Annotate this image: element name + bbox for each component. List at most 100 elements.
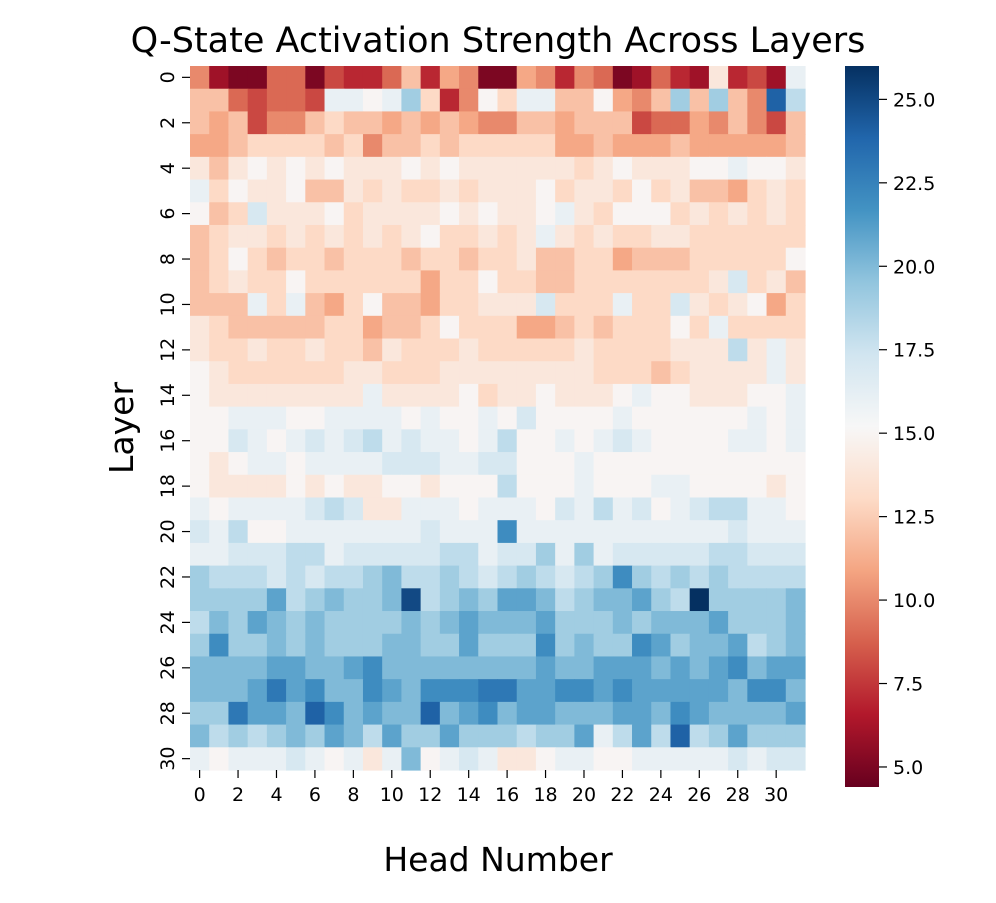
heatmap-cell [785,520,806,544]
y-axis-label: Layer [102,382,141,474]
heatmap-cell [708,361,729,385]
heatmap-cell [362,701,383,726]
heatmap-cell [708,724,729,748]
heatmap-cell [266,452,287,476]
heatmap-cell [286,633,306,658]
heatmap-cell [574,747,595,771]
heatmap-cell [747,406,768,430]
heatmap-cell [574,701,595,726]
heatmap-cell [612,202,633,226]
heatmap-cell [785,542,806,567]
heatmap-cell [420,293,441,317]
heatmap-cell [362,406,383,430]
heatmap-cell [497,747,518,771]
heatmap-cell [612,111,633,135]
heatmap-cell [439,497,460,521]
heatmap-cell [574,179,595,203]
heatmap-cell [190,679,210,703]
heatmap-cell [535,315,556,340]
heatmap-cell [728,656,748,680]
heatmap-cell [324,542,345,567]
heatmap-cell [266,66,287,90]
heatmap-cell [190,293,210,317]
heatmap-cell [497,406,518,430]
heatmap-cell [478,338,499,362]
heatmap-cell [689,111,710,135]
heatmap-cell [420,406,441,430]
heatmap-cell [247,565,268,589]
heatmap-cell [324,338,345,362]
heatmap-cell [593,247,614,271]
heatmap-cell [632,497,652,521]
heatmap-cell [785,224,806,249]
heatmap-cell [535,520,556,544]
heatmap-cell [516,315,537,340]
y-tick-label: 24 [157,610,179,634]
heatmap-cell [209,497,230,521]
heatmap-cell [324,429,345,453]
heatmap-cell [497,383,518,408]
heatmap-cell [612,66,633,90]
heatmap-cell [266,202,287,226]
heatmap-cell [651,474,672,499]
heatmap-cell [401,111,422,135]
heatmap-cell [728,747,748,771]
heatmap-cell [728,474,748,499]
heatmap-cell [574,588,595,612]
heatmap-cell [497,179,518,203]
heatmap-cell [497,315,518,340]
heatmap-cell [612,383,633,408]
heatmap-cell [497,247,518,271]
heatmap-cell [439,724,460,748]
heatmap-cell [555,701,575,726]
x-axis-label: Head Number [383,840,613,879]
heatmap-cell [228,497,249,521]
heatmap-cell [343,633,364,658]
heatmap-cell [708,520,729,544]
y-tick-label: 12 [157,338,179,362]
heatmap-cell [555,679,575,703]
heatmap-cell [651,611,672,635]
heatmap-cell [728,452,748,476]
heatmap-cell [439,270,460,294]
heatmap-cell [478,633,499,658]
heatmap-cell [324,383,345,408]
x-tick-label: 30 [764,784,788,806]
heatmap-cell [766,338,787,362]
heatmap-cell [324,747,345,771]
heatmap-cell [689,293,710,317]
heatmap-cell [497,588,518,612]
heatmap-cell [708,701,729,726]
heatmap-cell [478,247,499,271]
heatmap-cell [478,701,499,726]
heatmap-cell [785,66,806,90]
heatmap-cell [670,542,691,567]
heatmap-cell [651,179,672,203]
heatmap-cell [689,542,710,567]
heatmap-cell [286,179,306,203]
heatmap-cell [478,747,499,771]
heatmap-cell [382,520,403,544]
heatmap-cell [286,224,306,249]
heatmap-cell [362,429,383,453]
heatmap-cell [497,542,518,567]
heatmap-cell [747,179,768,203]
heatmap-cell [266,406,287,430]
heatmap-cell [708,247,729,271]
heatmap-cell [362,497,383,521]
heatmap-cell [670,383,691,408]
heatmap-cell [516,270,537,294]
heatmap-cell [612,406,633,430]
heatmap-cell [516,679,537,703]
heatmap-cell [459,724,479,748]
heatmap-cell [612,542,633,567]
heatmap-cell [535,134,556,158]
heatmap-cell [247,429,268,453]
heatmap-cell [420,134,441,158]
heatmap-cell [228,679,249,703]
heatmap-cell [689,134,710,158]
heatmap-cell [574,656,595,680]
heatmap-cell [593,202,614,226]
heatmap-cell [593,66,614,90]
heatmap-cell [382,383,403,408]
